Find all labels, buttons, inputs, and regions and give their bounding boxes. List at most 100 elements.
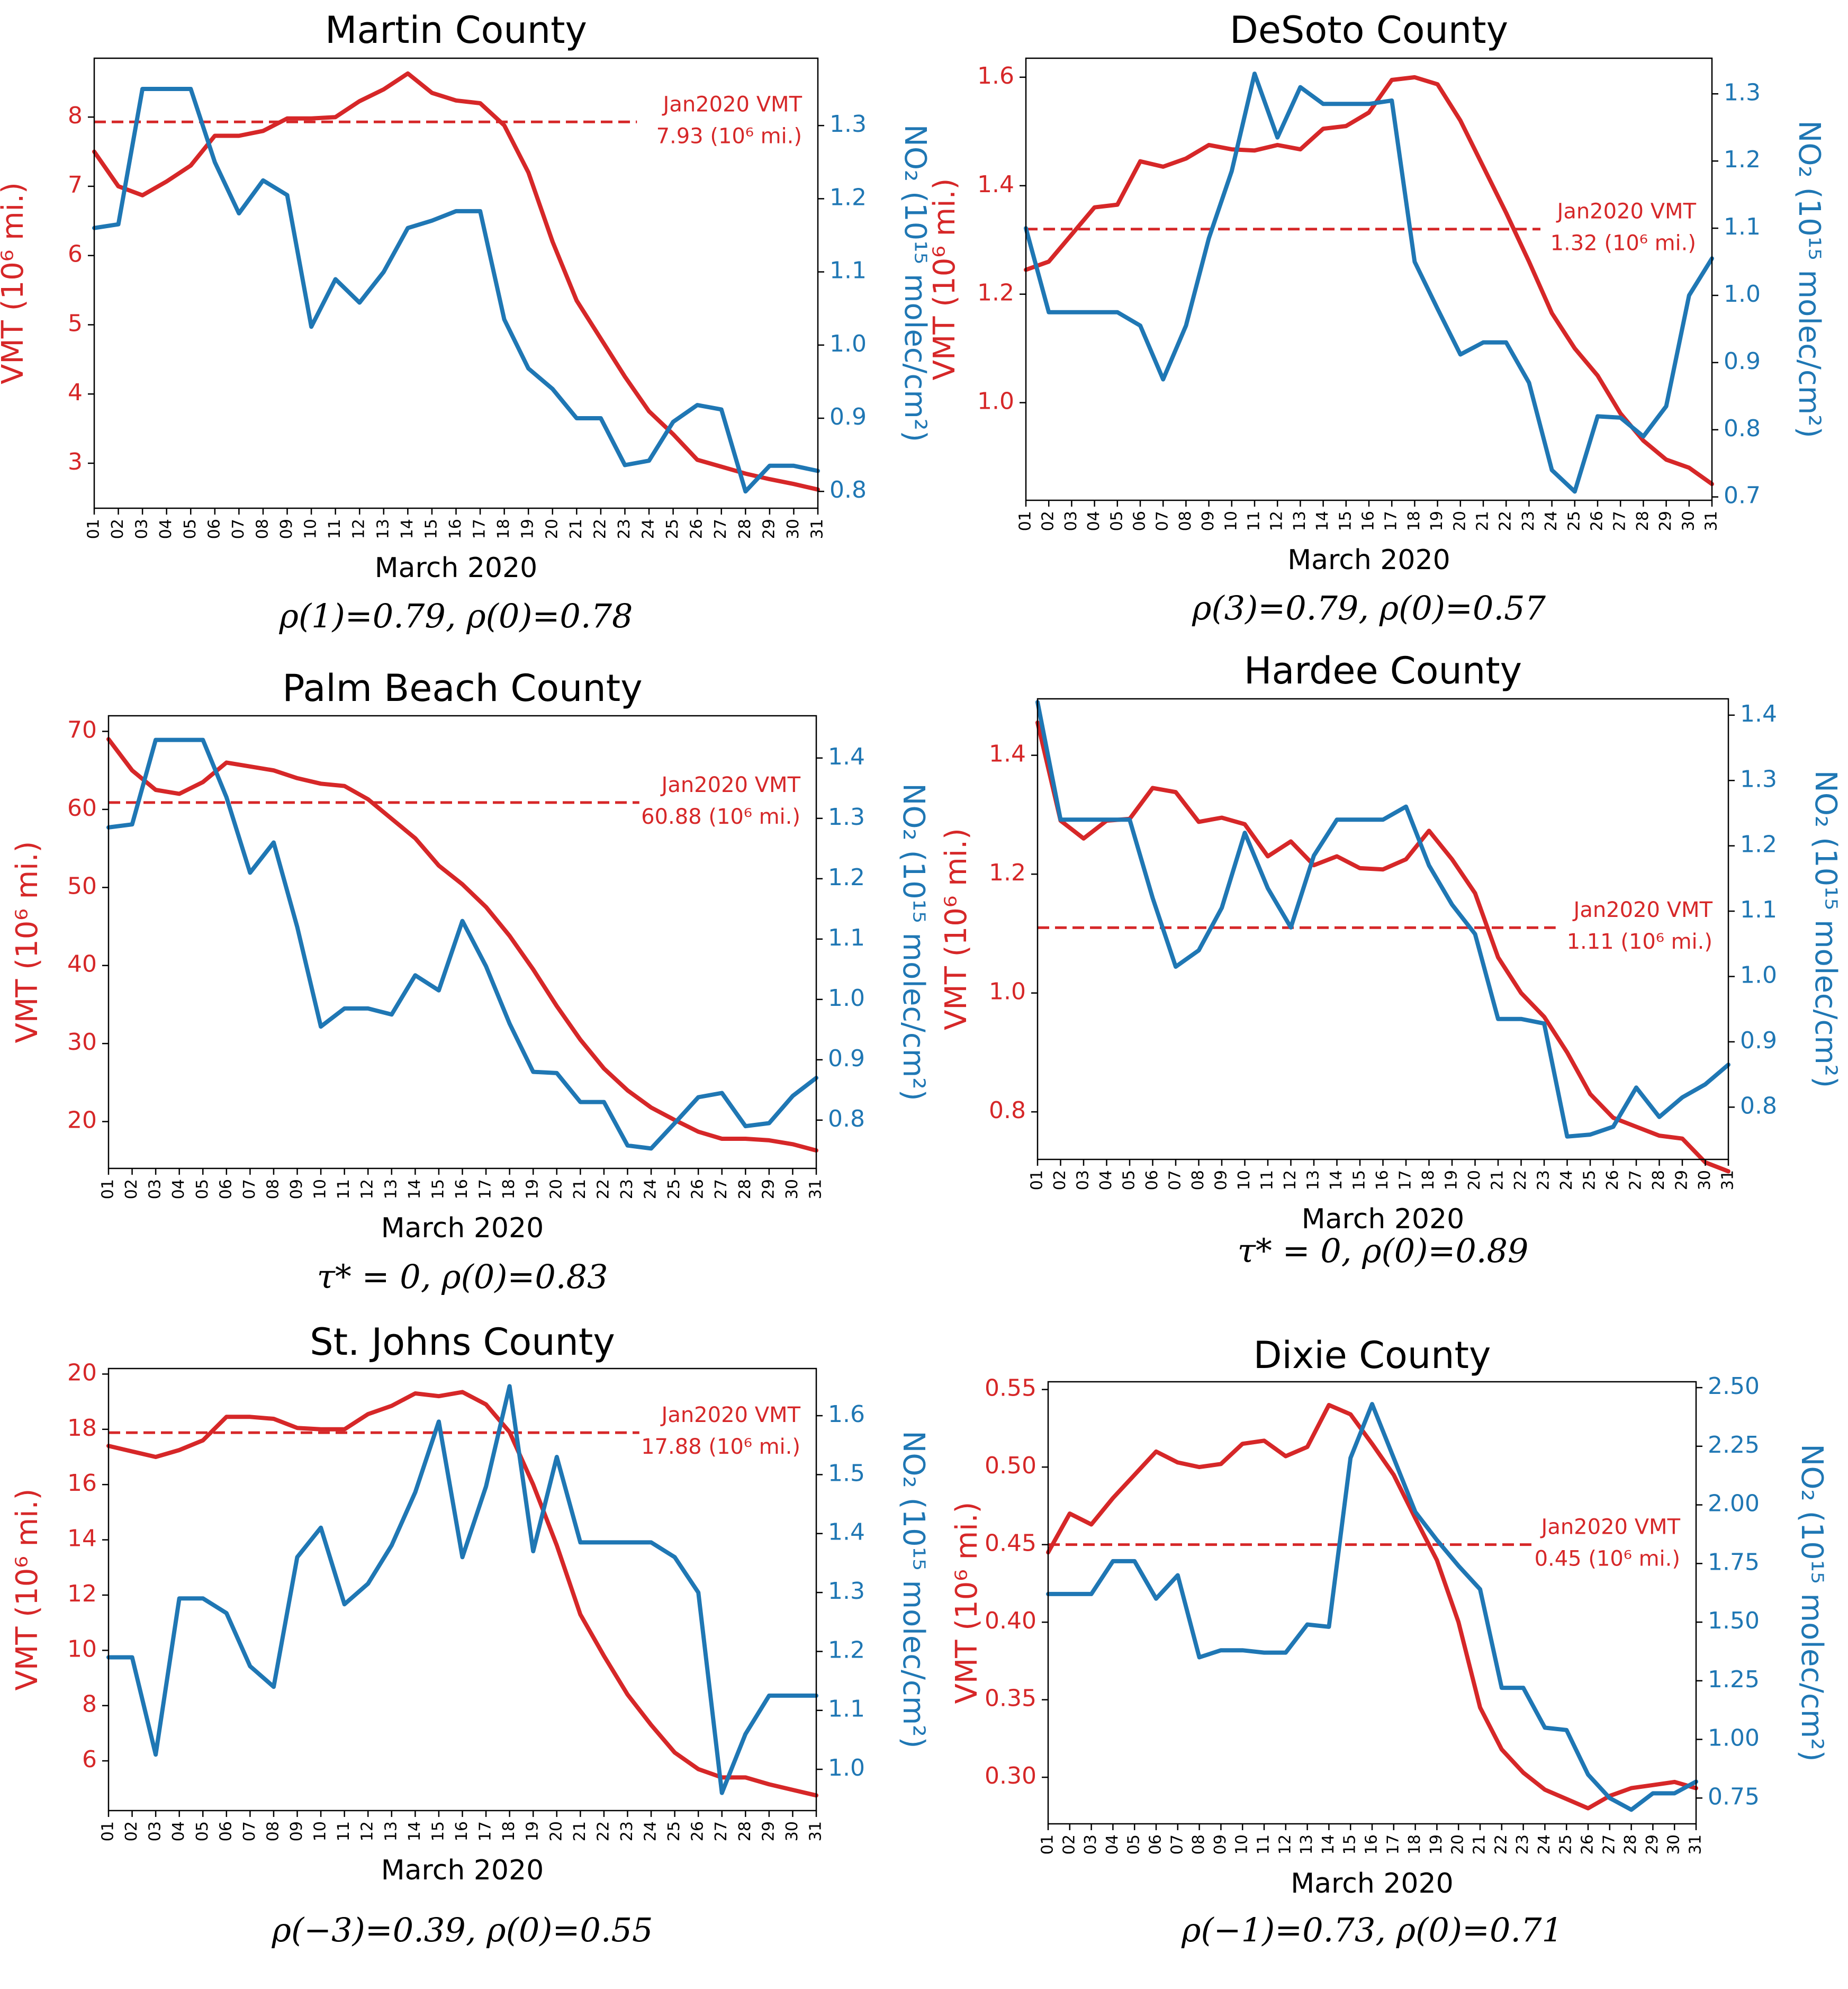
x-tick-label: 10 bbox=[1233, 1834, 1251, 1855]
x-tick-label: 09 bbox=[1211, 1834, 1230, 1855]
x-tick-label: 08 bbox=[1189, 1834, 1208, 1855]
plot-frame bbox=[1025, 57, 1713, 501]
x-tick-label: 15 bbox=[1341, 1834, 1359, 1855]
y-right-tick-label: 0.9 bbox=[830, 403, 867, 430]
x-tick-label: 13 bbox=[1291, 511, 1309, 531]
y-left-tick-label: 0.55 bbox=[985, 1375, 1036, 1402]
x-tick-label: 30 bbox=[1665, 1834, 1683, 1855]
x-tick-label: 14 bbox=[1319, 1834, 1338, 1855]
chart-panel-5: St. Johns County Jan2020 VMT 17.88 (10⁶ mi… bbox=[10, 1320, 931, 1949]
x-tick-label: 06 bbox=[1143, 1170, 1161, 1190]
x-tick-label: 04 bbox=[1103, 1834, 1122, 1855]
x-tick-label: 02 bbox=[122, 1821, 141, 1841]
y-right-tick-label: 1.00 bbox=[1708, 1725, 1760, 1752]
x-tick-label: 02 bbox=[1060, 1834, 1078, 1855]
x-tick-label: 28 bbox=[1621, 1834, 1640, 1855]
ref-line-value: 60.88 (10⁶ mi.) bbox=[641, 805, 800, 829]
x-tick-label: 18 bbox=[494, 519, 513, 539]
no2-series-line bbox=[92, 87, 820, 494]
x-tick-label: 10 bbox=[1222, 511, 1240, 531]
x-tick-label: 26 bbox=[689, 1179, 707, 1199]
vmt-series-line bbox=[92, 71, 820, 492]
x-tick-label: 31 bbox=[1719, 1170, 1737, 1190]
y-left-tick-label: 8 bbox=[82, 1691, 97, 1718]
x-tick-label: 30 bbox=[1696, 1170, 1714, 1190]
y-left-axis-label: VMT (10⁶ mi.) bbox=[10, 841, 44, 1043]
x-tick-label: 13 bbox=[382, 1179, 400, 1199]
y-right-tick-label: 0.9 bbox=[1724, 348, 1761, 375]
x-tick-label: 12 bbox=[1281, 1170, 1300, 1190]
y-left-tick-label: 1.0 bbox=[989, 978, 1026, 1005]
x-tick-label: 24 bbox=[1542, 511, 1561, 531]
x-tick-label: 04 bbox=[157, 519, 175, 539]
x-tick-label: 06 bbox=[1147, 1834, 1165, 1855]
no2-series-line bbox=[1046, 1402, 1698, 1812]
x-tick-label: 17 bbox=[476, 1179, 495, 1199]
x-tick-label: 17 bbox=[1382, 511, 1401, 531]
y-left-tick-label: 0.35 bbox=[985, 1685, 1036, 1712]
y-right-tick-label: 1.25 bbox=[1708, 1666, 1760, 1693]
x-tick-label: 29 bbox=[1673, 1170, 1691, 1190]
y-right-tick-label: 1.0 bbox=[828, 1754, 865, 1781]
x-tick-label: 07 bbox=[1153, 511, 1172, 531]
y-left-tick-label: 18 bbox=[67, 1415, 97, 1442]
x-tick-label: 19 bbox=[1443, 1170, 1461, 1190]
x-tick-label: 07 bbox=[1168, 1834, 1186, 1855]
x-tick-label: 10 bbox=[311, 1821, 330, 1841]
x-tick-label: 20 bbox=[543, 519, 561, 539]
ref-line-label: Jan2020 VMT bbox=[660, 773, 801, 797]
y-right-tick-label: 1.3 bbox=[828, 1578, 865, 1605]
y-right-tick-label: 0.8 bbox=[1740, 1092, 1777, 1119]
y-right-tick-label: 1.1 bbox=[828, 1696, 865, 1723]
y-left-tick-label: 0.40 bbox=[985, 1607, 1036, 1634]
y-right-tick-label: 1.0 bbox=[1740, 961, 1777, 988]
x-tick-label: 11 bbox=[326, 519, 344, 539]
no2-series-line bbox=[1024, 71, 1714, 494]
x-tick-label: 25 bbox=[1557, 1834, 1575, 1855]
x-tick-label: 01 bbox=[1016, 511, 1035, 531]
x-tick-label: 26 bbox=[688, 519, 706, 539]
x-tick-label: 05 bbox=[1107, 511, 1126, 531]
x-tick-label: 23 bbox=[1519, 511, 1538, 531]
y-right-tick-label: 1.2 bbox=[1740, 831, 1777, 858]
y-right-axis-label: NO₂ (10¹⁵ molec/cm²) bbox=[896, 1430, 931, 1748]
x-tick-label: 09 bbox=[1212, 1170, 1231, 1190]
x-tick-label: 02 bbox=[109, 519, 127, 539]
x-tick-label: 10 bbox=[302, 519, 320, 539]
x-tick-label: 31 bbox=[808, 519, 827, 539]
correlation-caption: ρ(1)=0.79, ρ(0)=0.78 bbox=[279, 597, 633, 635]
y-left-tick-label: 50 bbox=[67, 872, 97, 899]
x-tick-label: 01 bbox=[99, 1179, 118, 1199]
x-tick-label: 18 bbox=[500, 1179, 518, 1199]
x-tick-label: 29 bbox=[1656, 511, 1675, 531]
x-tick-label: 22 bbox=[594, 1179, 612, 1199]
correlation-caption: ρ(−1)=0.73, ρ(0)=0.71 bbox=[1181, 1911, 1563, 1949]
x-tick-label: 01 bbox=[85, 519, 103, 539]
y-left-tick-label: 1.4 bbox=[989, 741, 1026, 768]
x-tick-label: 08 bbox=[264, 1821, 282, 1841]
x-tick-label: 08 bbox=[1176, 511, 1195, 531]
x-tick-label: 11 bbox=[1245, 511, 1264, 531]
x-tick-label: 06 bbox=[1131, 511, 1149, 531]
y-right-tick-label: 2.50 bbox=[1708, 1373, 1760, 1400]
y-left-tick-label: 20 bbox=[67, 1359, 97, 1386]
plot-frame bbox=[1036, 698, 1729, 1160]
y-left-tick-label: 6 bbox=[68, 241, 83, 268]
y-right-tick-label: 0.9 bbox=[1740, 1027, 1777, 1054]
y-right-tick-label: 1.1 bbox=[830, 257, 867, 284]
x-tick-label: 03 bbox=[1074, 1170, 1093, 1190]
y-right-tick-label: 1.4 bbox=[1740, 700, 1777, 727]
x-tick-label: 13 bbox=[1304, 1170, 1323, 1190]
x-tick-label: 16 bbox=[1363, 1834, 1381, 1855]
x-tick-label: 03 bbox=[1062, 511, 1080, 531]
ref-line-value: 17.88 (10⁶ mi.) bbox=[641, 1435, 800, 1459]
x-tick-label: 12 bbox=[358, 1179, 377, 1199]
y-right-tick-label: 2.00 bbox=[1708, 1490, 1760, 1517]
x-tick-label: 31 bbox=[1687, 1834, 1705, 1855]
x-tick-label: 09 bbox=[1199, 511, 1218, 531]
x-tick-label: 04 bbox=[1085, 511, 1103, 531]
no2-series-line bbox=[106, 737, 818, 1151]
y-right-tick-label: 1.1 bbox=[1724, 213, 1761, 240]
y-left-tick-label: 40 bbox=[67, 951, 97, 978]
x-tick-label: 14 bbox=[1327, 1170, 1346, 1190]
